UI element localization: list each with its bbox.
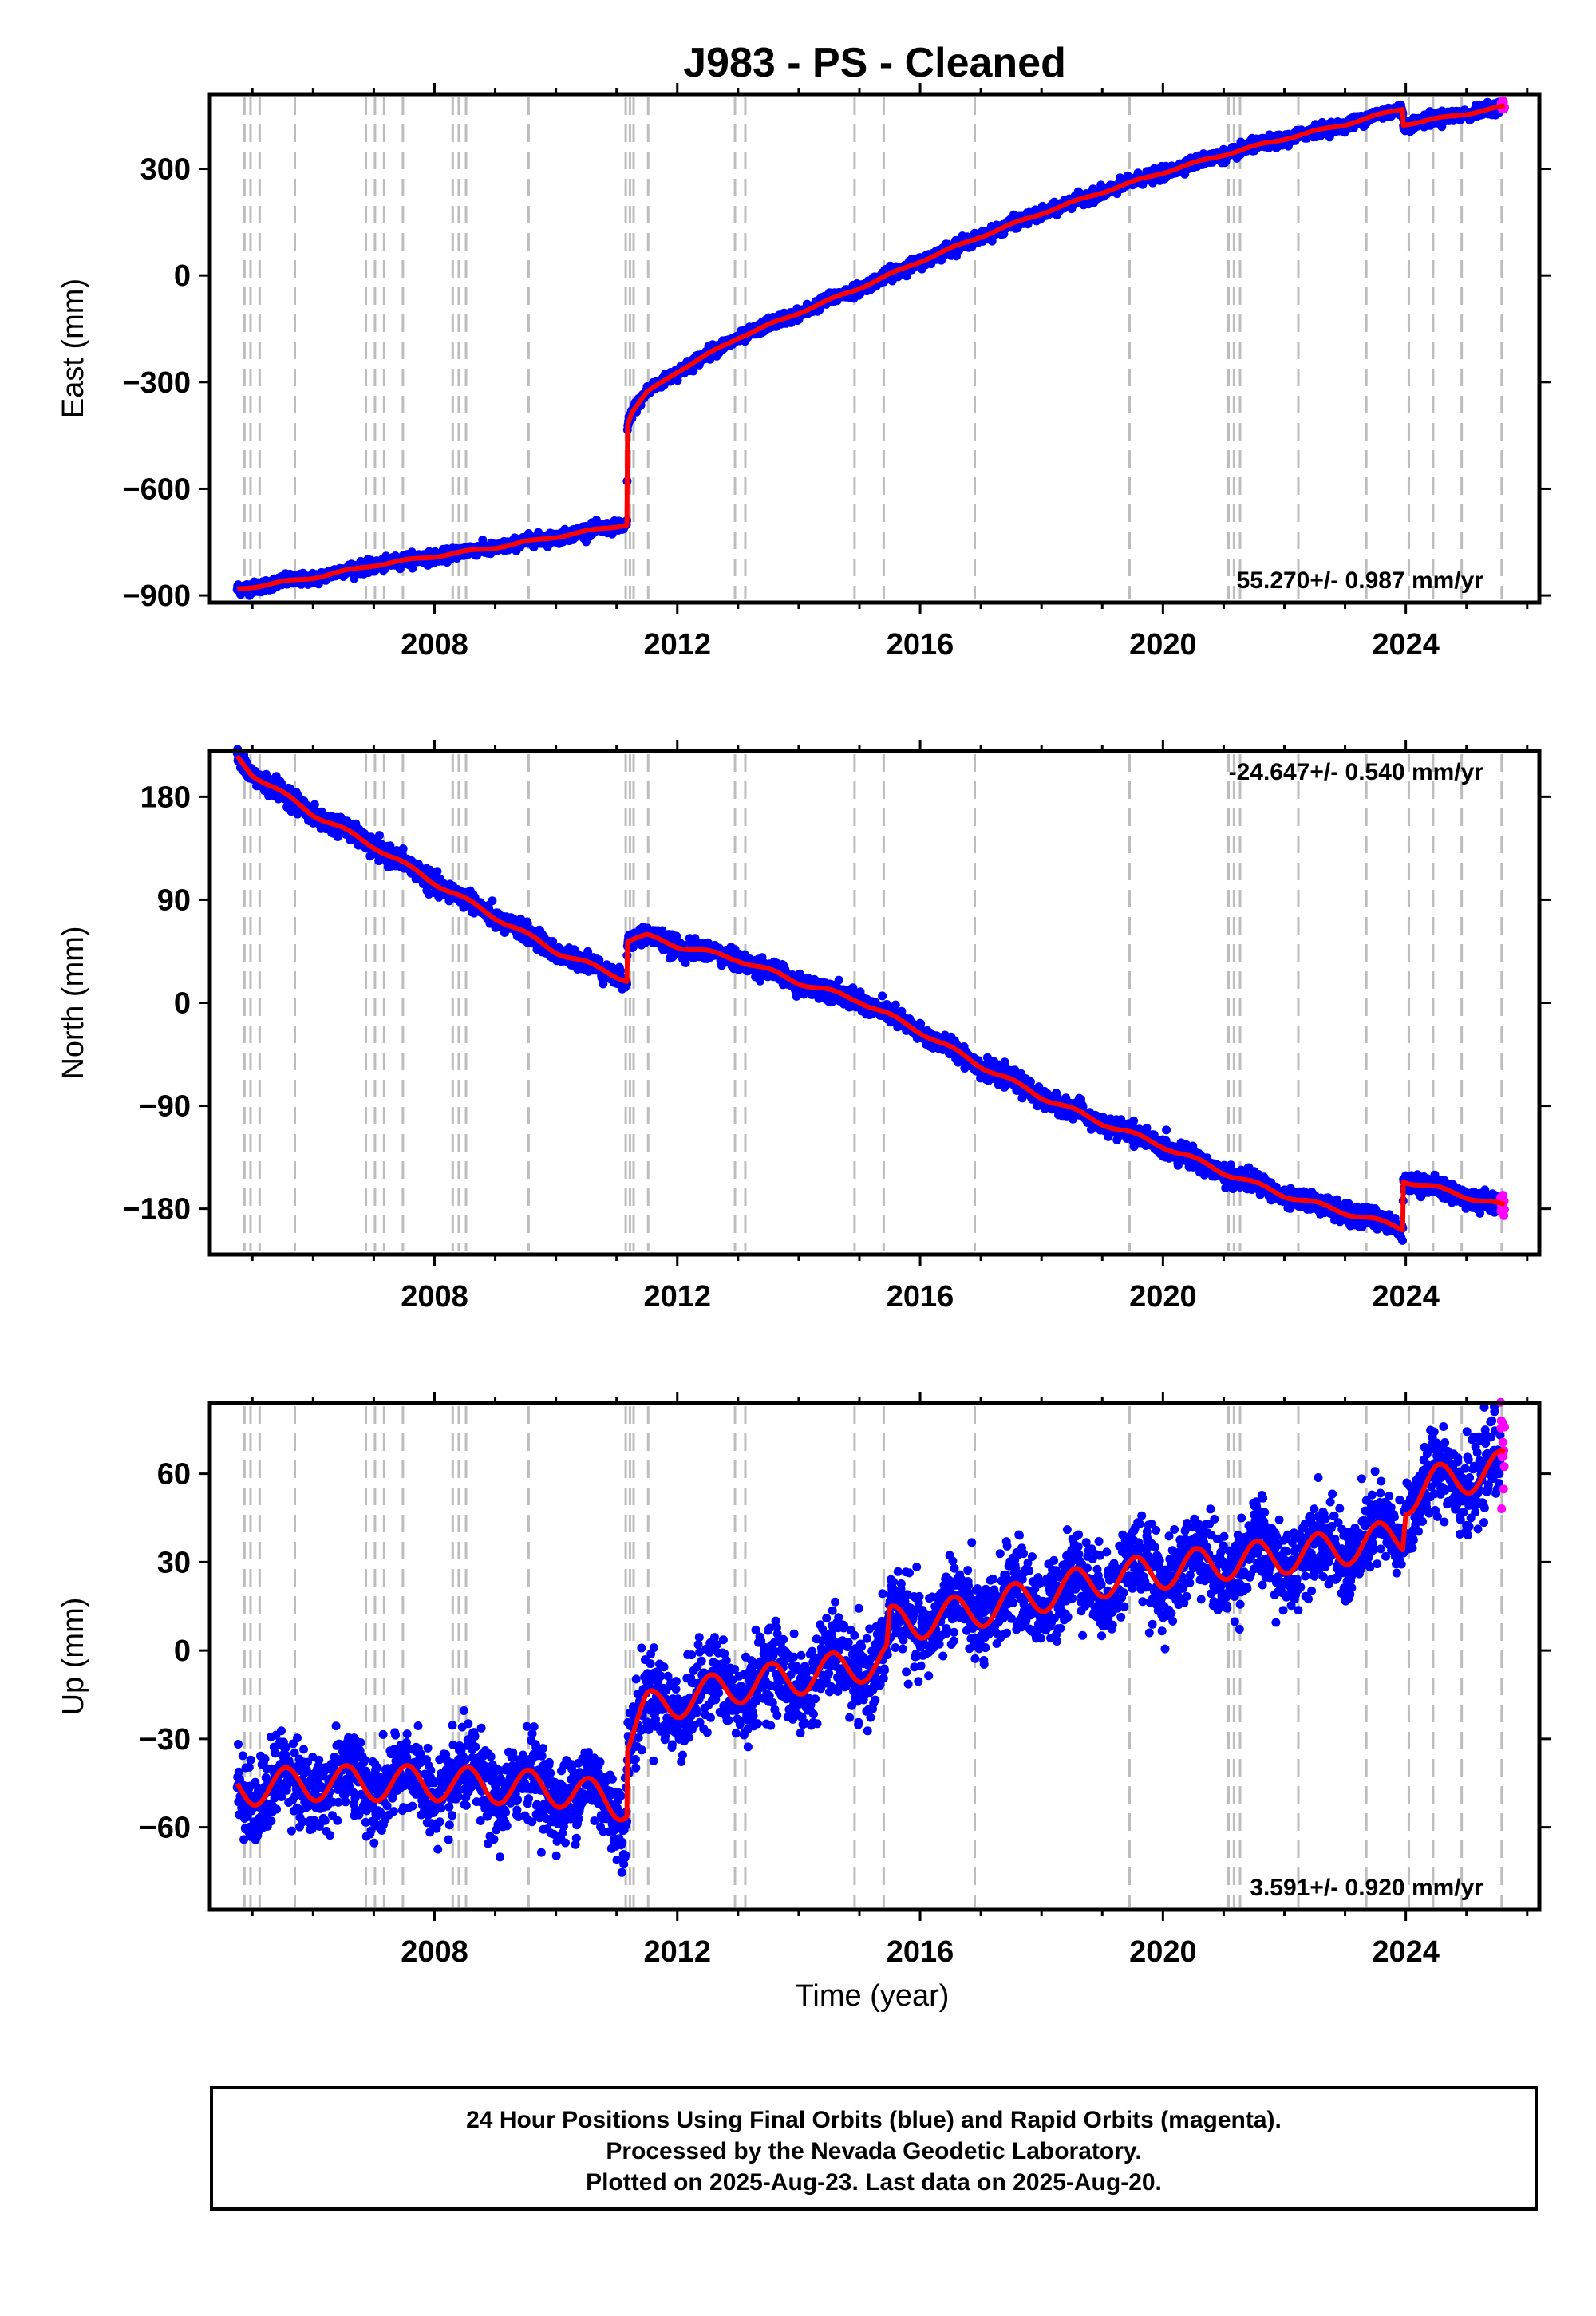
y-tick-label: −900	[122, 579, 191, 613]
final-orbit-point	[488, 896, 497, 906]
y-tick-label: 300	[140, 153, 191, 187]
velocity-rate-label: 55.270+/- 0.987 mm/yr	[1237, 567, 1484, 594]
x-tick-label: 2008	[401, 628, 468, 662]
y-tick-label: −600	[122, 472, 191, 506]
final-orbit-point	[375, 831, 384, 840]
y-tick-label: −300	[122, 366, 191, 400]
x-tick-label: 2024	[1372, 628, 1440, 662]
equipment-change-lines	[243, 97, 1503, 599]
panel-1: 300 0 −300 −600 −900 2008 2012 2016 2020 2024 East…	[57, 83, 1551, 662]
y-axis-label: East (mm)	[57, 279, 90, 418]
plot-area	[210, 94, 1539, 603]
y-tick-label: 0	[174, 259, 191, 293]
panels: 300 0 −300 −600 −900 2008 2012 2016 2020 2024 East…	[57, 83, 1551, 1969]
final-orbit-point	[398, 844, 408, 853]
final-orbit-point	[310, 800, 319, 809]
x-tick-label: 2012	[643, 628, 711, 662]
figure-title: J983 - PS - Cleaned	[683, 40, 1066, 86]
x-tick-label: 2020	[1129, 628, 1197, 662]
x-tick-label: 2016	[887, 628, 954, 662]
